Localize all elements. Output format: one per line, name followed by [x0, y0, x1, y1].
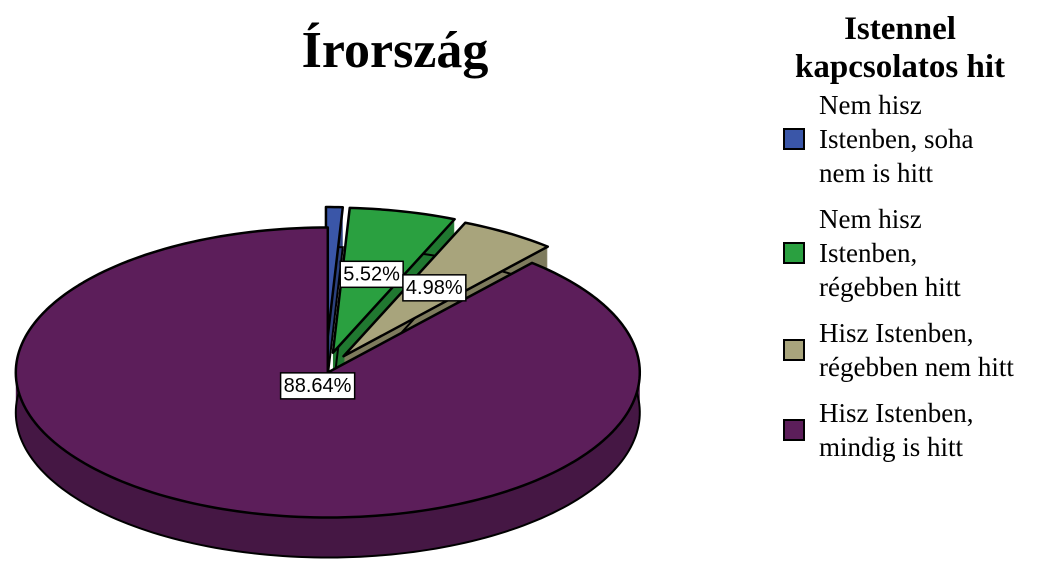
legend-label: Hisz Istenben, mindig is hitt	[819, 398, 974, 462]
legend-title: Istennel kapcsolatos hit	[795, 11, 1005, 85]
data-label-box	[279, 372, 356, 400]
legend-swatch	[783, 339, 805, 361]
legend-item: Nem hisz Istenben, régebben hitt	[783, 202, 1040, 304]
legend-swatch	[783, 419, 805, 441]
chart: Írország 5.52% 4.98% 88.64%	[14, 21, 642, 559]
data-label: 4.98%	[406, 277, 463, 299]
legend-swatch	[783, 242, 805, 264]
data-label: 5.52%	[343, 263, 400, 285]
data-label-box	[339, 260, 404, 289]
slice	[324, 205, 345, 354]
legend-item: Hisz Istenben, mindig is hitt	[783, 396, 1040, 464]
data-label: 88.64%	[284, 375, 352, 397]
legend: Istennel kapcsolatos hit Nem hisz Istenb…	[740, 10, 1040, 563]
legend-label: Nem hisz Istenben, soha nem is hitt	[819, 90, 974, 188]
legend-label: Nem hisz Istenben, régebben hitt	[819, 204, 961, 302]
legend-item: Hisz Istenben, régebben nem hitt	[783, 316, 1040, 384]
legend-label: Hisz Istenben, régebben nem hitt	[819, 318, 1014, 382]
legend-item: Nem hisz Istenben, soha nem is hitt	[783, 88, 1040, 190]
data-label-box	[402, 274, 467, 302]
chart-title: Írország	[302, 21, 489, 79]
legend-swatch	[783, 128, 805, 150]
